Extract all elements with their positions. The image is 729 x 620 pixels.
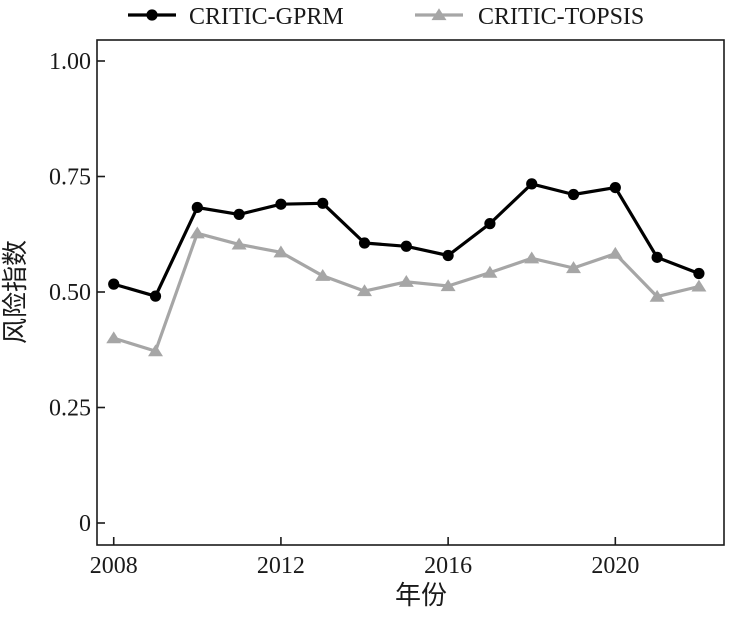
legend-item-critic-topsis: CRITIC-TOPSIS [415,4,644,30]
legend-label: CRITIC-GPRM [189,4,344,30]
series-critic-gprm [108,178,705,302]
x-tick-label: 2008 [90,553,138,579]
data-point [317,197,329,209]
legend-marker [431,8,447,21]
data-point [231,237,247,250]
y-tick-label: 0.25 [49,396,91,422]
data-point [315,269,331,281]
x-tick-label: 2016 [424,553,472,579]
x-axis-title: 年份 [395,581,447,610]
y-axis-title: 风险指数 [1,240,30,344]
y-tick-label: 0.75 [49,165,91,191]
data-point [189,226,205,239]
data-point [191,201,203,214]
data-point [567,188,580,201]
data-point [357,284,372,297]
data-point [233,208,245,220]
data-point [358,237,371,249]
data-point [607,246,623,259]
y-tick-label: 0 [79,511,91,537]
data-point [149,290,162,302]
x-axis: 2008 2012 2016 2020 [90,537,639,579]
y-axis: 0 0.25 0.50 0.75 1.00 [49,49,105,537]
data-point [275,198,287,210]
data-point [148,344,163,357]
legend-marker [146,9,158,21]
data-point [691,279,707,292]
data-point [524,251,540,264]
data-point [693,267,705,280]
data-point [440,279,456,292]
data-point [398,275,414,287]
plot-frame [96,39,725,546]
data-point [273,245,289,258]
data-point [106,331,122,344]
data-point [400,240,412,252]
y-tick-label: 1.00 [49,49,91,75]
series-critic-topsis [106,226,707,357]
data-point [566,261,581,274]
data-point [526,178,538,190]
x-tick-label: 2020 [591,553,639,579]
x-tick-label: 2012 [257,553,305,579]
data-point [484,218,496,230]
legend-item-critic-gprm: CRITIC-GPRM [128,4,344,30]
data-point [609,181,621,194]
legend: CRITIC-GPRM CRITIC-TOPSIS [128,4,644,30]
legend-label: CRITIC-TOPSIS [478,4,644,30]
data-point [649,289,665,302]
data-point [108,278,120,290]
y-tick-label: 0.50 [49,280,91,306]
series-layer [106,178,707,357]
data-point [442,249,454,262]
data-point [651,251,663,263]
data-point [482,265,498,278]
